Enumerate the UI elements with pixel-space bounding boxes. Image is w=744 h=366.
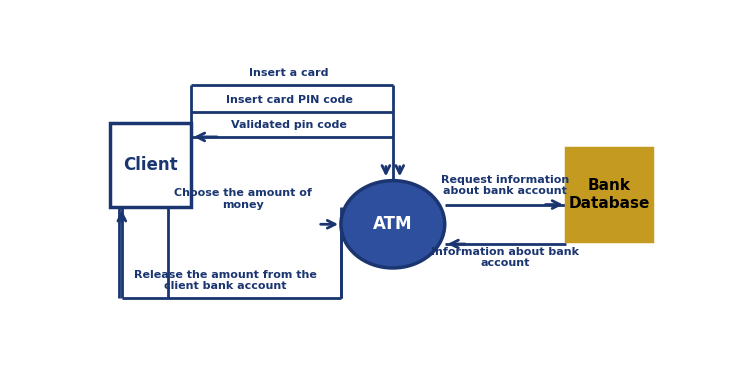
Text: Insert card PIN code: Insert card PIN code [225,94,353,105]
Text: Insert a card: Insert a card [249,68,329,78]
Text: Request information
about bank account: Request information about bank account [441,175,569,196]
Text: Choose the amount of
money: Choose the amount of money [174,188,312,210]
Text: Release the amount from the
client bank account: Release the amount from the client bank … [134,270,317,291]
FancyBboxPatch shape [566,148,652,241]
Text: Bank
Database: Bank Database [568,179,650,211]
Text: Information about bank
account: Information about bank account [432,247,580,268]
FancyBboxPatch shape [110,123,191,208]
Ellipse shape [341,180,445,268]
Text: Validated pin code: Validated pin code [231,120,347,130]
Text: ATM: ATM [373,215,413,233]
Text: Client: Client [124,156,178,174]
